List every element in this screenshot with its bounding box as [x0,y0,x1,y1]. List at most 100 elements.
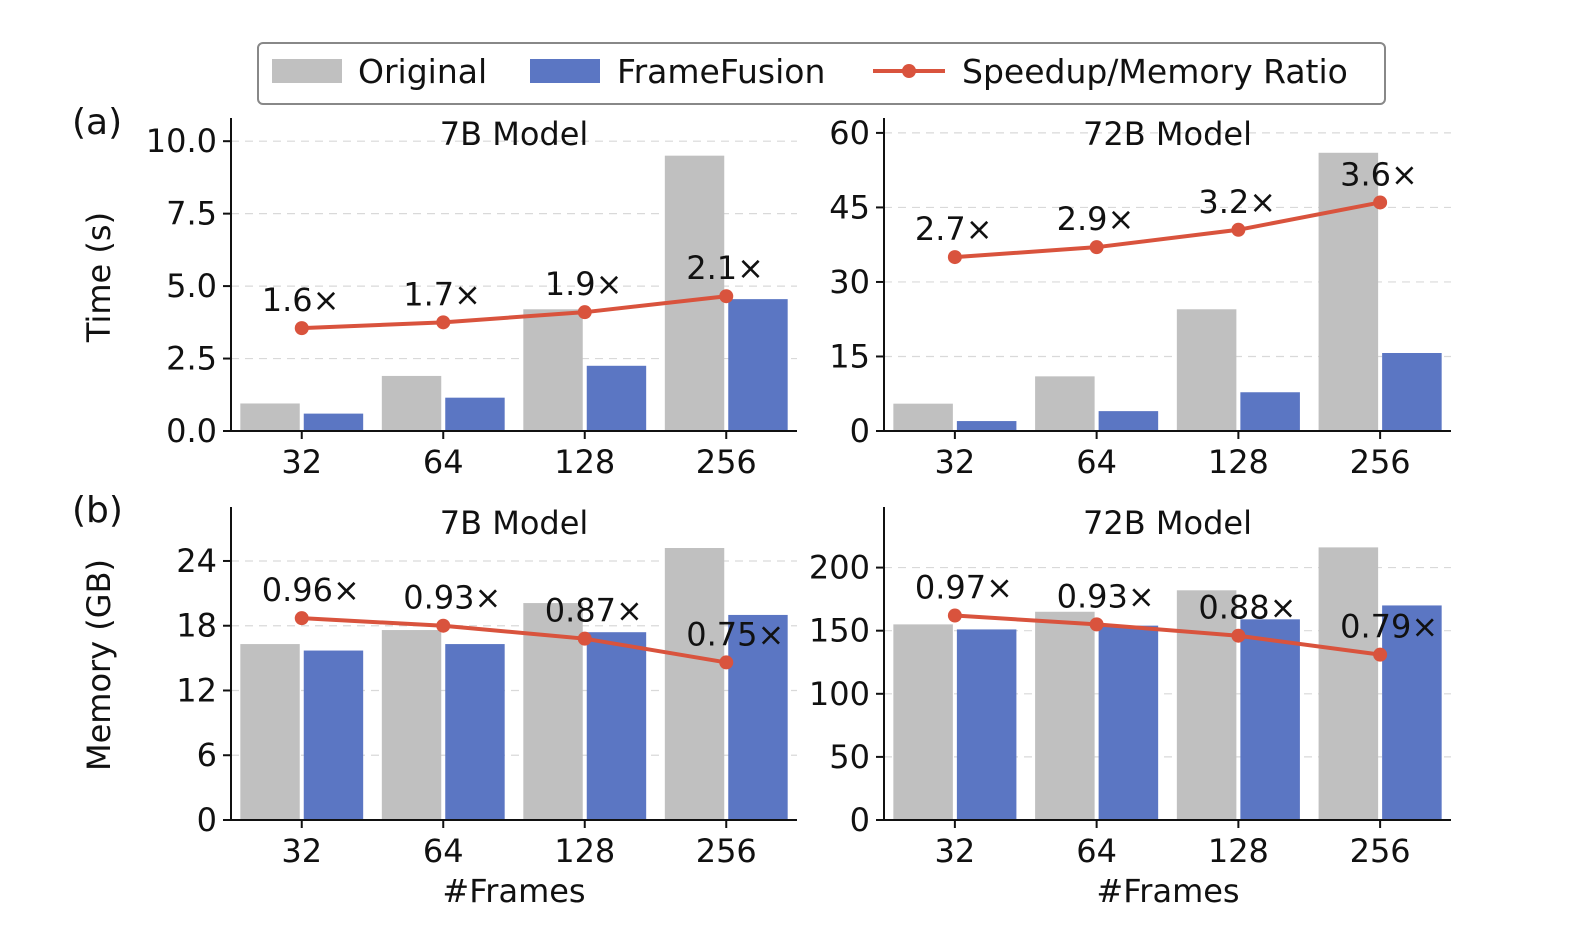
panel-a-7b: 0.0 2.5 5.0 7.5 10.0 32 64 128 256 7B Model 1.6× 1.… [146,115,797,481]
x-tick-label-64: 64 [423,443,464,481]
y-tick-label: 0 [197,801,217,839]
y-tick-label: 200 [809,549,870,587]
x-tick-label-256: 256 [1350,443,1411,481]
bar-framefusion-32 [303,413,364,431]
ratio-label-256: 0.79× [1340,608,1438,646]
ratio-label-256: 3.6× [1340,155,1418,193]
bar-original-128 [1176,309,1237,431]
y-tick-label: 0 [850,412,870,450]
bar-framefusion-128 [586,365,647,431]
panel-b-72b: 0 50 100 150 200 32 64 128 256 72B Model 0.97× 0.93… [809,504,1451,870]
row-b-ylabel: Memory (GB) [80,559,118,771]
row-a-letter: (a) [72,102,122,143]
y-tick-label: 100 [809,675,870,713]
y-tick-label: 60 [829,114,870,152]
x-tick-label-64: 64 [1076,443,1117,481]
ratio-marker-32 [294,611,309,626]
panel-title: 7B Model [440,115,589,153]
bar-original-256 [664,155,725,432]
y-tick-label: 150 [809,612,870,650]
legend-swatch-ratio-marker [902,64,916,78]
bar-framefusion-256 [1382,352,1442,431]
ratio-label-64: 0.93× [1057,577,1155,615]
legend: Original FrameFusion Speedup/Memory Rati… [257,42,1386,105]
y-tick-label: 12 [176,671,217,709]
bar-original-256 [1318,152,1379,431]
ratio-marker-64 [436,315,451,330]
ratio-marker-256 [1373,647,1388,662]
y-tick-label: 45 [829,188,870,226]
ratio-line [301,616,727,665]
ratio-marker-64 [1089,617,1104,632]
y-tick-label: 7.5 [166,195,217,233]
ratio-marker-128 [1231,628,1246,643]
bar-original-128 [1176,590,1237,820]
x-tick-label-32: 32 [281,443,322,481]
ratio-label-128: 0.87× [545,592,643,630]
ratio-line [301,294,727,331]
bar-framefusion-32 [303,650,364,820]
ratio-marker-64 [436,618,451,633]
bar-framefusion-256 [728,614,788,820]
panel-b-72b-xlabel: #Frames [1096,872,1239,910]
panel-a-72b: 0 15 30 45 60 32 64 128 256 72B Model 2.7× 2.9× 3.2×… [829,114,1451,481]
bar-framefusion-32 [956,421,1017,431]
ratio-label-32: 0.96× [262,571,360,609]
ratio-label-256: 2.1× [686,249,764,287]
y-tick-label: 10.0 [146,122,217,160]
ratio-marker-256 [719,289,734,304]
x-tick-label-64: 64 [1076,832,1117,870]
bar-original-64 [381,630,442,820]
x-tick-label-32: 32 [281,832,322,870]
x-tick-label-128: 128 [554,832,615,870]
y-tick-label: 5.0 [166,267,217,305]
bar-original-64 [1035,611,1095,820]
panel-b-7b: 0 6 12 18 24 32 64 128 256 7B Model 0.96× 0.93× 0.87… [176,504,797,870]
y-tick-label: 24 [176,542,217,580]
ratio-label-64: 0.93× [403,579,501,617]
y-tick-label: 6 [197,736,217,774]
bar-original-32 [240,403,300,431]
x-tick-label-64: 64 [423,832,464,870]
x-tick-label-128: 128 [1208,443,1269,481]
y-tick-label: 30 [829,263,870,301]
legend-frame [257,42,1386,105]
ratio-marker-128 [577,305,592,320]
x-tick-label-32: 32 [935,832,976,870]
ratio-marker-128 [1231,222,1246,237]
ratio-marker-128 [577,631,592,646]
bar-original-256 [664,548,725,820]
panel-title: 7B Model [440,504,589,542]
x-tick-label-128: 128 [1208,832,1269,870]
legend-label-ratio: Speedup/Memory Ratio [962,52,1348,91]
ratio-label-64: 2.9× [1057,200,1135,238]
y-tick-label: 0.0 [166,412,217,450]
y-tick-label: 15 [829,337,870,375]
ratio-marker-32 [947,608,962,623]
ratio-label-256: 0.75× [686,615,784,653]
ratio-marker-256 [1373,195,1388,210]
ratio-line [954,613,1381,657]
ratio-marker-64 [1089,240,1104,255]
bar-framefusion-64 [1098,625,1159,820]
bar-original-32 [893,403,953,431]
bar-original-32 [893,624,953,820]
x-tick-label-128: 128 [554,443,615,481]
ratio-label-128: 3.2× [1198,183,1276,221]
bar-original-64 [1035,376,1095,431]
ratio-label-128: 0.88× [1198,589,1296,627]
bar-framefusion-64 [445,397,505,431]
bar-framefusion-32 [956,629,1017,820]
y-tick-label: 18 [176,607,217,645]
ratio-label-64: 1.7× [403,275,481,313]
ratio-label-32: 1.6× [262,281,340,319]
ratio-marker-256 [719,655,734,670]
ratio-label-128: 1.9× [545,265,623,303]
x-tick-label-256: 256 [696,443,757,481]
bar-framefusion-128 [1240,619,1300,820]
bar-framefusion-64 [445,644,505,820]
bar-framefusion-256 [1382,605,1442,820]
ratio-label-32: 2.7× [915,210,993,248]
bar-framefusion-64 [1098,411,1159,431]
x-tick-label-256: 256 [696,832,757,870]
